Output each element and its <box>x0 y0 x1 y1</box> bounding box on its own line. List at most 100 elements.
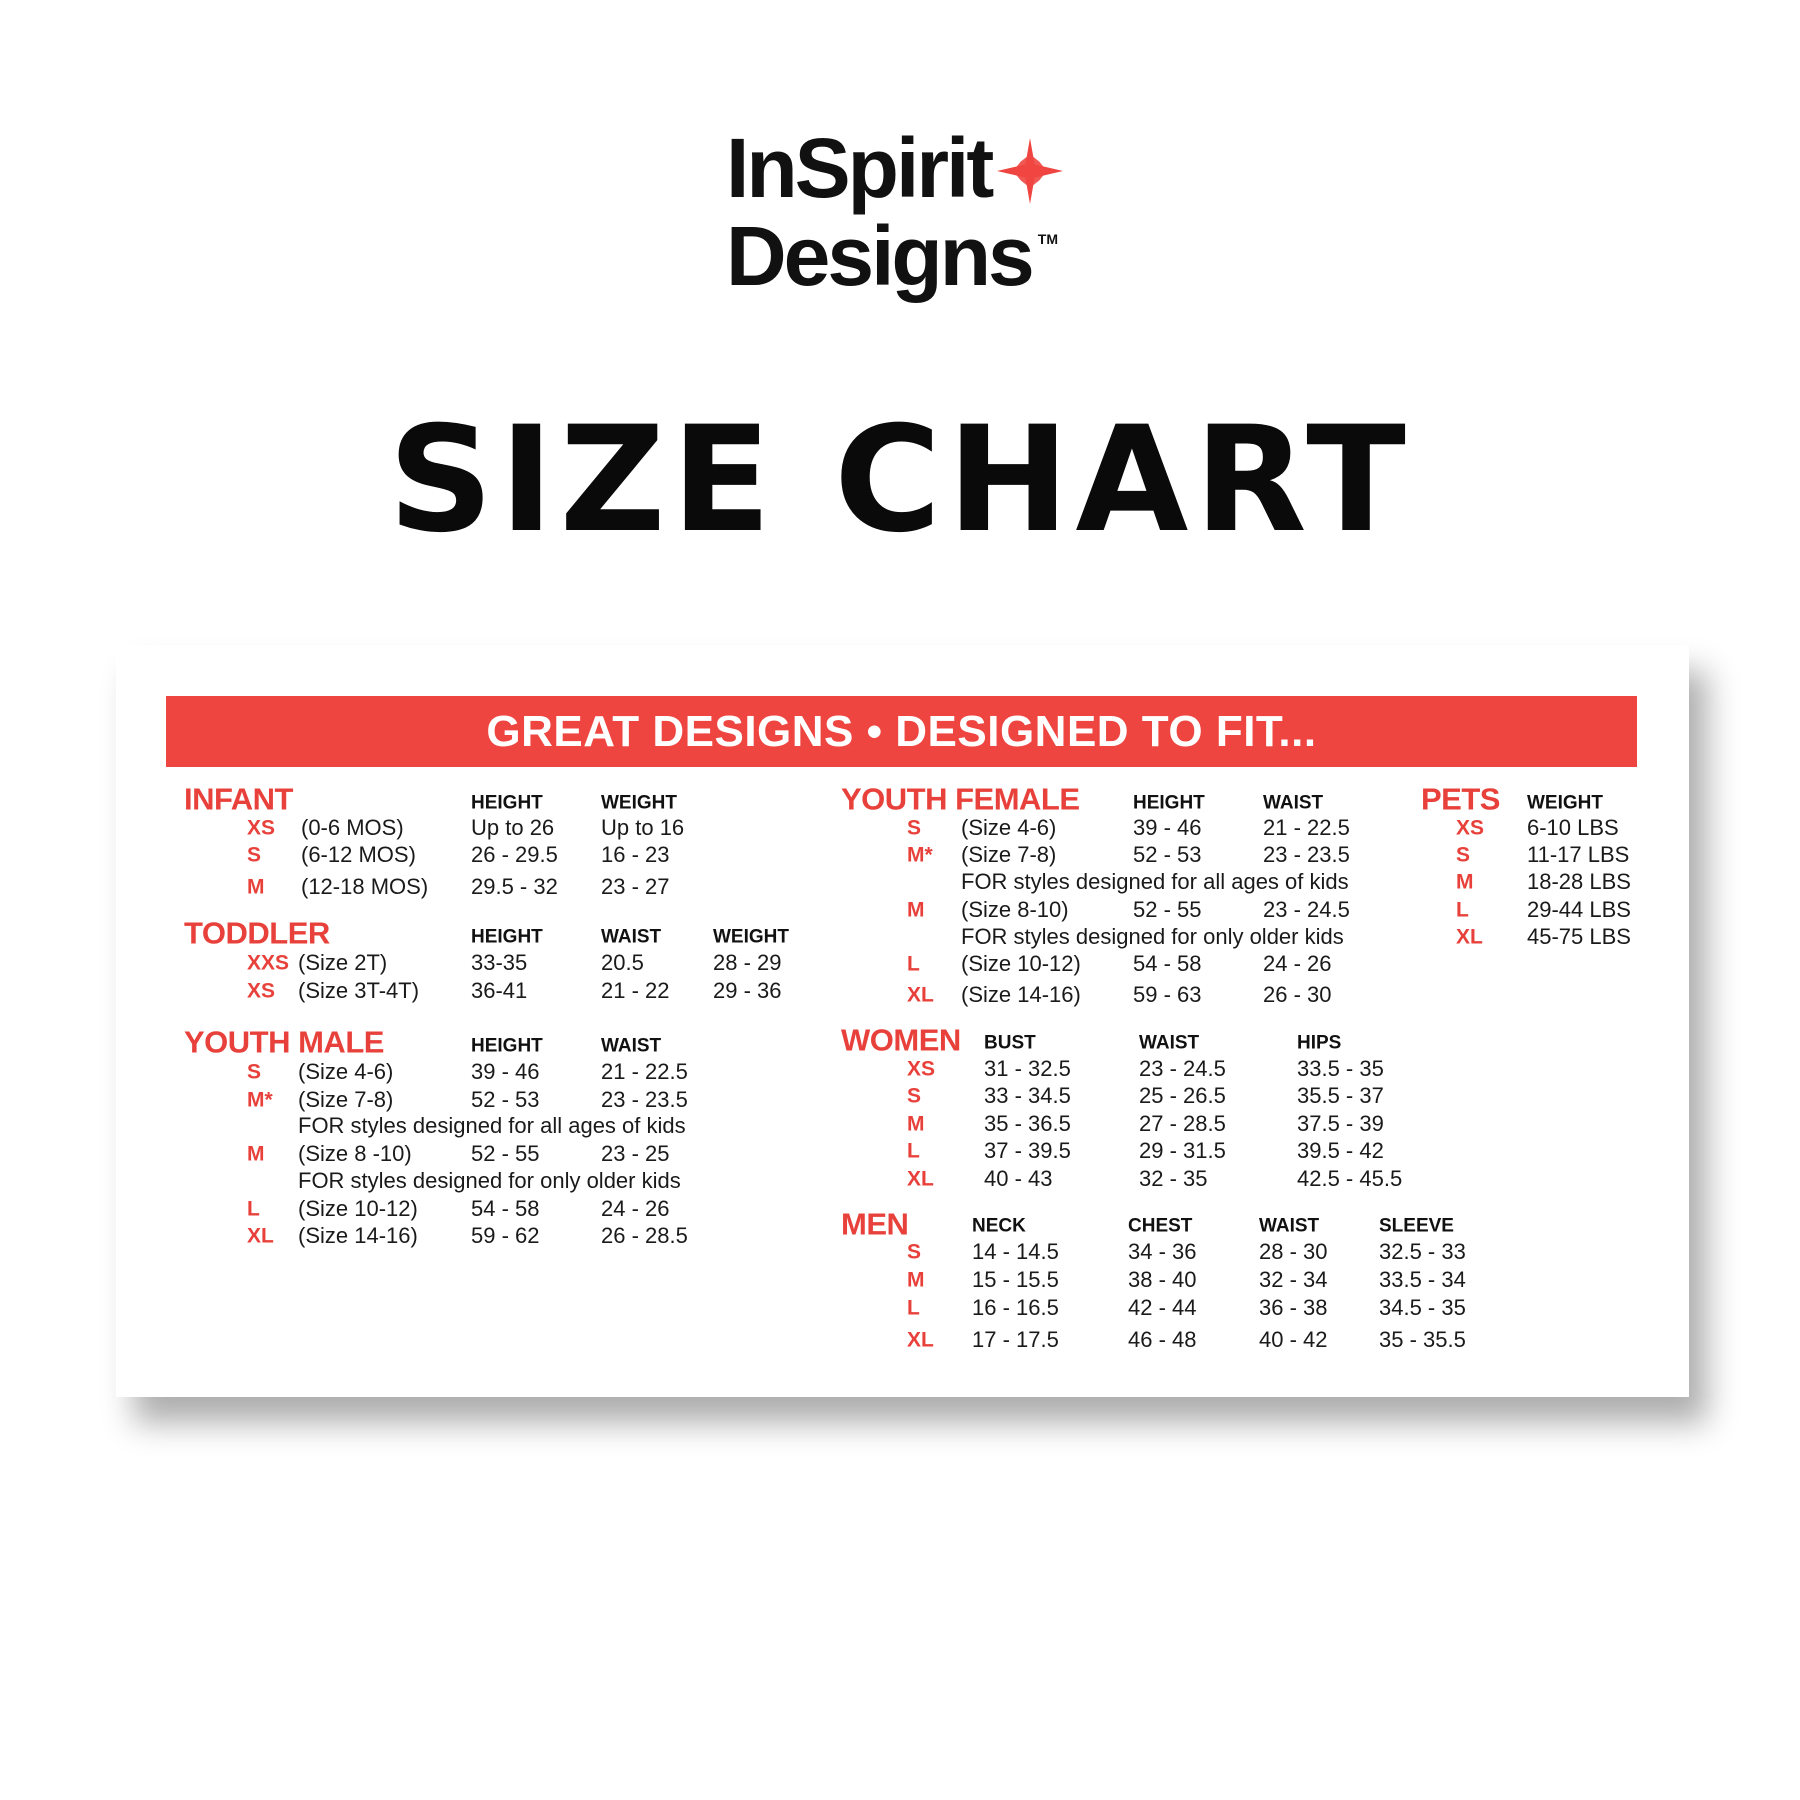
table-cell: 23 - 25 <box>601 1141 670 1166</box>
table-cell: 34.5 - 35 <box>1379 1295 1466 1320</box>
size-label: M <box>1456 870 1474 894</box>
size-label: L <box>907 952 920 976</box>
size-label: XL <box>1456 925 1483 949</box>
table-note: FOR styles designed for only older kids <box>298 1168 681 1193</box>
size-description: (Size 3T-4T) <box>298 978 420 1003</box>
size-label: S <box>247 843 262 867</box>
size-label: XS <box>907 1057 936 1081</box>
size-label: XL <box>907 1328 934 1352</box>
size-description: (12-18 MOS) <box>301 874 429 899</box>
table-cell: 23 - 27 <box>601 874 670 899</box>
table-cell: 25 - 26.5 <box>1139 1083 1226 1108</box>
size-description: (Size 4-6) <box>961 815 1057 840</box>
size-label: XS <box>1456 816 1485 840</box>
table-note: FOR styles designed for only older kids <box>961 924 1344 949</box>
size-description: (Size 7-8) <box>298 1087 394 1112</box>
size-label: XL <box>907 1167 934 1191</box>
size-label: S <box>907 816 922 840</box>
table-cell: 29.5 - 32 <box>471 874 558 899</box>
size-label: L <box>1456 898 1469 922</box>
table-cell: 35.5 - 37 <box>1297 1083 1384 1108</box>
table-cell: 33-35 <box>471 950 528 975</box>
table-cell: 42 - 44 <box>1128 1295 1197 1320</box>
table-cell: 38 - 40 <box>1128 1267 1197 1292</box>
table-cell: Up to 16 <box>601 815 685 840</box>
size-label: M <box>907 1268 925 1292</box>
table-cell: 35 - 35.5 <box>1379 1327 1466 1352</box>
size-label: S <box>907 1240 922 1264</box>
table-cell: 23 - 23.5 <box>1263 842 1350 867</box>
table-cell: 39 - 46 <box>471 1059 540 1084</box>
table-cell: 21 - 22 <box>601 978 670 1003</box>
men-section-title: MEN <box>841 1206 909 1242</box>
table-cell: 32 - 35 <box>1139 1166 1208 1191</box>
column-header: NECK <box>972 1215 1026 1237</box>
size-label: S <box>907 1084 922 1108</box>
column-header: HEIGHT <box>1133 792 1205 814</box>
table-cell: 54 - 58 <box>471 1196 540 1221</box>
size-description: (0-6 MOS) <box>301 815 404 840</box>
table-cell: 32.5 - 33 <box>1379 1239 1466 1264</box>
table-cell: 54 - 58 <box>1133 951 1202 976</box>
column-header: WAIST <box>1263 792 1324 814</box>
banner: GREAT DESIGNS • DESIGNED TO FIT... <box>166 696 1637 767</box>
size-description: (Size 10-12) <box>961 951 1081 976</box>
table-cell: 16 - 23 <box>601 842 670 867</box>
table-cell: 26 - 30 <box>1263 982 1332 1007</box>
table-cell: 23 - 24.5 <box>1263 897 1350 922</box>
size-chart-card <box>116 645 1689 1397</box>
pets-section-title: PETS <box>1421 781 1500 817</box>
table-cell: 35 - 36.5 <box>984 1111 1071 1136</box>
table-cell: 33 - 34.5 <box>984 1083 1071 1108</box>
table-cell: 40 - 42 <box>1259 1327 1328 1352</box>
column-header: WAIST <box>1259 1215 1320 1237</box>
table-cell: 59 - 62 <box>471 1223 540 1248</box>
table-cell: 52 - 55 <box>471 1141 540 1166</box>
table-cell: 52 - 55 <box>1133 897 1202 922</box>
size-label: L <box>247 1197 260 1221</box>
youth-female-section-title: YOUTH FEMALE <box>841 781 1080 817</box>
women-section-title: WOMEN <box>841 1022 961 1058</box>
infant-section-title: INFANT <box>184 781 293 817</box>
toddler-section-title: TODDLER <box>184 915 330 951</box>
table-cell: 36 - 38 <box>1259 1295 1328 1320</box>
table-cell: 40 - 43 <box>984 1166 1053 1191</box>
size-label: XL <box>247 1224 274 1248</box>
table-cell: 46 - 48 <box>1128 1327 1197 1352</box>
column-header: WAIST <box>601 926 662 948</box>
table-cell: 21 - 22.5 <box>1263 815 1350 840</box>
size-label: S <box>247 1060 262 1084</box>
table-cell: 16 - 16.5 <box>972 1295 1059 1320</box>
size-label: XL <box>907 983 934 1007</box>
table-cell: 27 - 28.5 <box>1139 1111 1226 1136</box>
logo-row-1: InSpirit <box>726 124 1064 212</box>
size-label: S <box>1456 843 1471 867</box>
table-cell: 15 - 15.5 <box>972 1267 1059 1292</box>
table-cell: Up to 26 <box>471 815 555 840</box>
table-cell: 20.5 <box>601 950 644 975</box>
table-cell: 42.5 - 45.5 <box>1297 1166 1403 1191</box>
size-label: M <box>907 1112 925 1136</box>
table-note: FOR styles designed for all ages of kids <box>961 869 1349 894</box>
table-cell: 31 - 32.5 <box>984 1056 1071 1081</box>
table-cell: 59 - 63 <box>1133 982 1202 1007</box>
size-label: M <box>247 875 265 899</box>
column-header: HEIGHT <box>471 792 543 814</box>
trademark: TM <box>1037 231 1058 247</box>
column-header: WAIST <box>1139 1032 1200 1054</box>
size-description: (Size 8-10) <box>961 897 1069 922</box>
table-cell: 32 - 34 <box>1259 1267 1328 1292</box>
size-label: L <box>907 1296 920 1320</box>
column-header: CHEST <box>1128 1215 1193 1237</box>
table-cell: 28 - 30 <box>1259 1239 1328 1264</box>
size-description: (Size 8 -10) <box>298 1141 412 1166</box>
table-cell: 39 - 46 <box>1133 815 1202 840</box>
size-description: (Size 14-16) <box>298 1223 418 1248</box>
table-cell: 18-28 LBS <box>1527 869 1631 894</box>
size-description: (Size 2T) <box>298 950 388 975</box>
table-cell: 37.5 - 39 <box>1297 1111 1384 1136</box>
size-label: M <box>247 1142 265 1166</box>
column-header: WEIGHT <box>713 926 789 948</box>
table-cell: 45-75 LBS <box>1527 924 1631 949</box>
star-icon <box>997 138 1064 204</box>
